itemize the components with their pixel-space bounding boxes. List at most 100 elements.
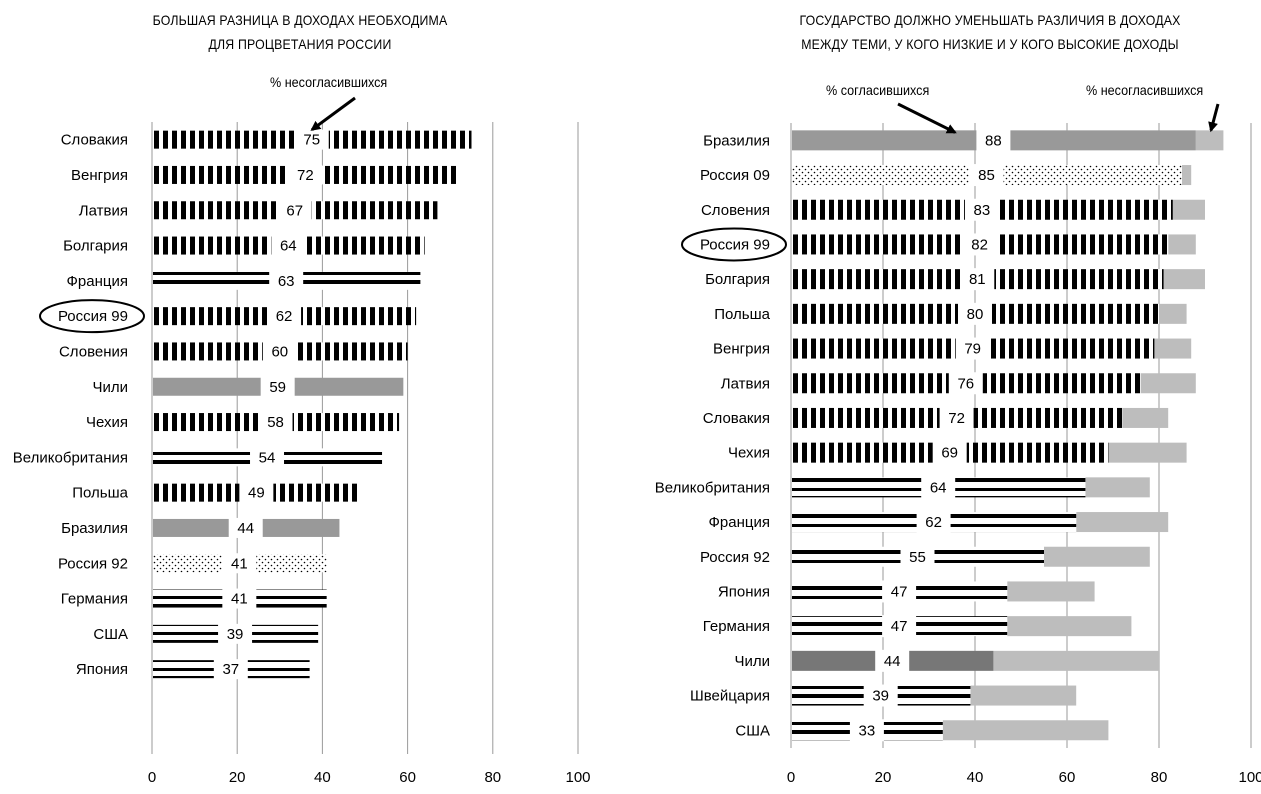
value-label-bg bbox=[962, 233, 997, 256]
x-tick-label: 40 bbox=[314, 769, 331, 786]
category-label: Россия 92 bbox=[700, 549, 770, 566]
value-label-bg bbox=[916, 511, 951, 534]
category-label: Япония bbox=[76, 661, 128, 678]
value-label: 59 bbox=[269, 379, 286, 396]
x-tick-label: 20 bbox=[229, 769, 246, 786]
annotation-arrow bbox=[310, 96, 356, 131]
x-tick-label: 80 bbox=[1151, 769, 1168, 786]
category-label: Чехия bbox=[86, 414, 128, 431]
chart2-annotation-agree: % согласившихся bbox=[826, 82, 930, 98]
category-label: Венгрия bbox=[713, 341, 770, 358]
value-label-bg bbox=[900, 545, 935, 568]
value-label-bg bbox=[969, 164, 1004, 187]
bar-disagree bbox=[942, 720, 1109, 741]
value-label: 62 bbox=[276, 308, 293, 325]
highlight-ellipse bbox=[39, 299, 145, 334]
value-label: 44 bbox=[884, 653, 901, 670]
value-label-bg bbox=[932, 441, 967, 464]
bar-disagree bbox=[1182, 165, 1192, 186]
value-label: 58 bbox=[267, 414, 284, 431]
category-label: Великобритания bbox=[655, 479, 770, 496]
value-label-bg bbox=[218, 623, 253, 644]
value-label-bg bbox=[267, 306, 302, 327]
category-label: Словения bbox=[59, 343, 128, 360]
value-label-bg bbox=[258, 412, 293, 433]
category-label: Франция bbox=[709, 514, 770, 531]
value-label: 79 bbox=[964, 341, 981, 358]
x-tick-label: 40 bbox=[967, 769, 984, 786]
value-label-bg bbox=[939, 406, 974, 429]
category-label: Словакия bbox=[703, 410, 770, 427]
category-label: Словения bbox=[701, 202, 770, 219]
highlight-ellipse bbox=[681, 227, 787, 262]
category-label: Чили bbox=[92, 379, 128, 396]
value-label: 81 bbox=[969, 271, 986, 288]
value-label-bg bbox=[921, 476, 956, 499]
bar-disagree bbox=[1108, 442, 1187, 463]
category-label: Швейцария bbox=[690, 688, 770, 705]
value-label-bg bbox=[239, 482, 274, 503]
category-label: Россия 09 bbox=[700, 167, 770, 184]
x-tick-label: 60 bbox=[399, 769, 416, 786]
value-label: 83 bbox=[974, 202, 991, 219]
bar-disagree bbox=[1140, 373, 1196, 394]
value-label: 80 bbox=[967, 306, 984, 323]
value-label: 88 bbox=[985, 132, 1002, 149]
bar-disagree bbox=[1168, 234, 1196, 255]
value-label-bg bbox=[222, 553, 257, 574]
value-label: 37 bbox=[222, 661, 239, 678]
category-label: Болгария bbox=[63, 238, 128, 255]
category-label: Бразилия bbox=[703, 132, 770, 149]
bar-disagree bbox=[1195, 130, 1224, 151]
value-label: 60 bbox=[271, 343, 288, 360]
value-label: 41 bbox=[231, 555, 248, 572]
value-label-bg bbox=[250, 447, 285, 468]
chart1-title: БОЛЬШАЯ РАЗНИЦА В ДОХОДАХ НЕОБХОДИМА ДЛЯ… bbox=[106, 8, 493, 56]
annotation-arrow-agree bbox=[897, 102, 957, 134]
category-label: США bbox=[735, 722, 770, 739]
category-label: Германия bbox=[61, 591, 128, 608]
bar-disagree bbox=[1172, 199, 1205, 220]
value-label: 47 bbox=[891, 583, 908, 600]
bar-disagree bbox=[1007, 581, 1095, 602]
category-label: США bbox=[93, 626, 128, 643]
value-label-bg bbox=[955, 337, 990, 360]
value-label-bg bbox=[849, 719, 884, 742]
value-label-bg bbox=[948, 372, 983, 395]
value-label-bg bbox=[294, 129, 329, 150]
bar-disagree bbox=[1122, 407, 1169, 428]
category-label: Латвия bbox=[79, 202, 128, 219]
value-label-bg bbox=[277, 200, 312, 221]
value-label: 54 bbox=[259, 449, 276, 466]
bar-disagree bbox=[1085, 477, 1150, 498]
bar-disagree bbox=[1044, 546, 1150, 567]
chart1-title-line1: БОЛЬШАЯ РАЗНИЦА В ДОХОДАХ НЕОБХОДИМА bbox=[152, 12, 448, 28]
value-label: 63 bbox=[278, 273, 295, 290]
value-label: 75 bbox=[303, 132, 320, 149]
value-label-bg bbox=[213, 659, 248, 680]
value-label-bg bbox=[269, 270, 304, 291]
value-label-bg bbox=[222, 588, 257, 609]
bar-disagree bbox=[1076, 512, 1169, 533]
x-tick-label: 0 bbox=[148, 769, 156, 786]
category-label: Великобритания bbox=[13, 449, 128, 466]
chart2-annotation-disagree: % несогласившихся bbox=[1086, 82, 1204, 98]
x-tick-label: 60 bbox=[1059, 769, 1076, 786]
value-label: 33 bbox=[859, 722, 876, 739]
value-label-bg bbox=[960, 268, 995, 291]
chart1-annotation: % несогласившихся bbox=[270, 74, 388, 90]
bar-disagree bbox=[1007, 616, 1132, 637]
annotation-arrow-disagree bbox=[1208, 103, 1220, 133]
chart2-title: ГОСУДАРСТВО ДОЛЖНО УМЕНЬШАТЬ РАЗЛИЧИЯ В … bbox=[761, 8, 1219, 56]
bar-disagree bbox=[970, 685, 1077, 706]
value-label-bg bbox=[882, 615, 917, 638]
category-label: Латвия bbox=[721, 375, 770, 392]
value-label: 69 bbox=[941, 445, 958, 462]
chart2-title-line1: ГОСУДАРСТВО ДОЛЖНО УМЕНЬШАТЬ РАЗЛИЧИЯ В … bbox=[799, 12, 1181, 28]
value-label-bg bbox=[875, 649, 910, 672]
chart1-title-line2: ДЛЯ ПРОЦВЕТАНИЯ РОССИИ bbox=[208, 36, 392, 52]
category-label: Франция bbox=[67, 273, 128, 290]
value-label: 85 bbox=[978, 167, 995, 184]
x-tick-label: 100 bbox=[565, 769, 590, 786]
